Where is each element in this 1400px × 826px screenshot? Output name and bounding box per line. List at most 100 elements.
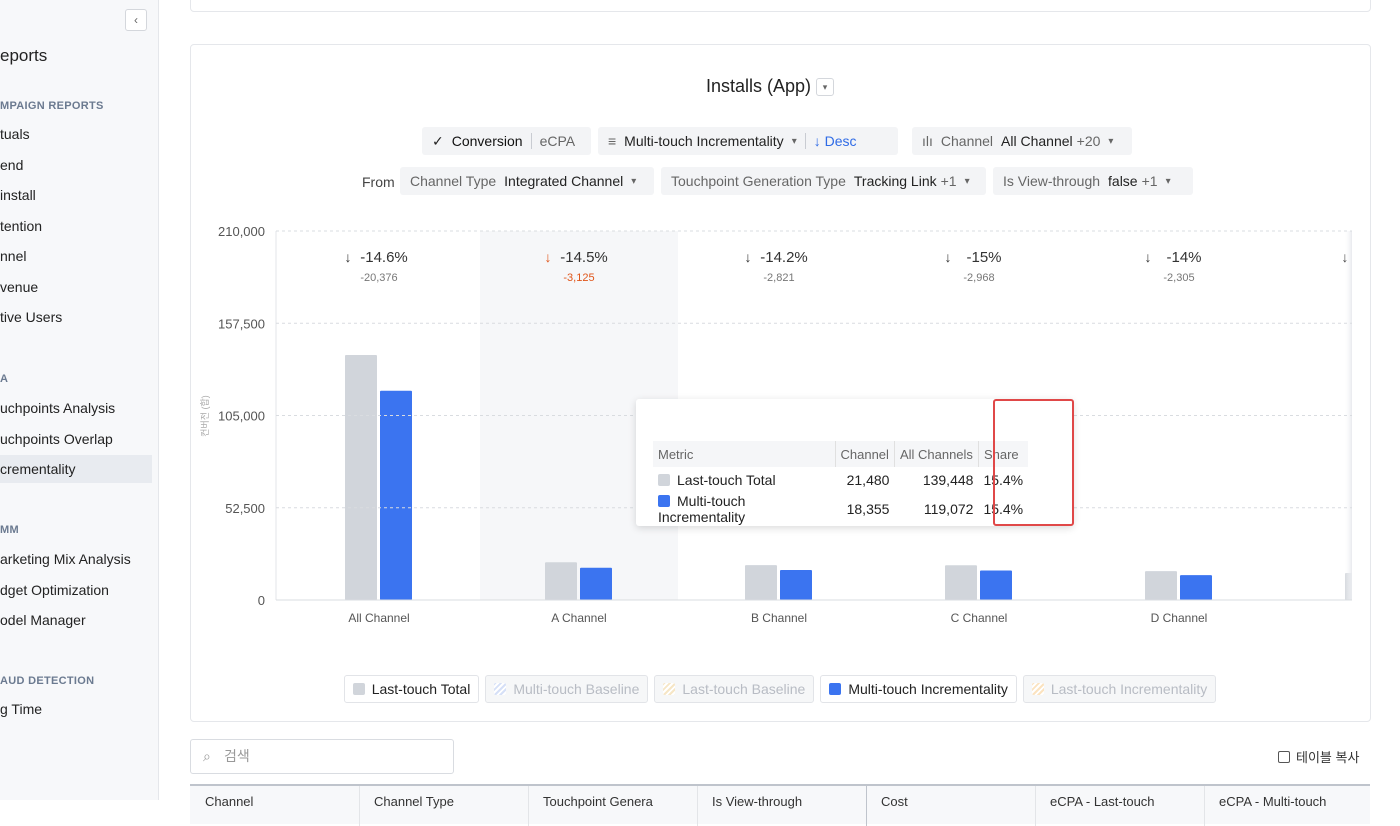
x-tick-label: D Channel: [1151, 611, 1208, 625]
legend-label: Last-touch Total: [371, 681, 471, 697]
copy-text: 테이블 복사: [1296, 750, 1360, 765]
y-tick-label: 105,000: [218, 409, 265, 424]
copy-table[interactable]: 테이블 복사: [1278, 747, 1359, 766]
legend-swatch: [352, 683, 365, 695]
tooltip-value: 119,072: [923, 501, 974, 517]
delta-arrow: ↓: [945, 249, 952, 265]
legend-item[interactable]: Last-touch Incrementality: [1022, 675, 1217, 703]
legend-swatch: [829, 683, 842, 695]
bar: [745, 565, 777, 600]
search-box[interactable]: ⌕ 검색: [190, 739, 454, 774]
bar: [1145, 571, 1177, 600]
legend-item[interactable]: Multi-touch Baseline: [485, 675, 649, 703]
chart-card: [190, 44, 1371, 722]
order[interactable]: ↓ Desc: [813, 133, 857, 149]
legend-label: Last-touch Incrementality: [1050, 681, 1208, 697]
delta-arrow: ↓: [545, 249, 552, 265]
group-value: All Channel: [1001, 133, 1073, 149]
delta-percent: -14.6%: [360, 249, 408, 266]
nav-item[interactable]: install: [0, 187, 36, 203]
nav-item[interactable]: end: [0, 156, 24, 173]
legend-swatch: [494, 683, 507, 695]
column-divider: [1204, 786, 1205, 826]
delta-percent: -15%: [966, 249, 1001, 266]
filter-label: Is View-through: [1003, 173, 1101, 189]
delta-value: -3,125: [563, 272, 594, 284]
column-header[interactable]: Cost: [881, 794, 908, 809]
nav-item[interactable]: arketing Mix Analysis: [0, 551, 131, 567]
bar: [1180, 575, 1212, 600]
column-header[interactable]: eCPA - Last-touch: [1050, 794, 1155, 809]
filter-1[interactable]: Channel Type Integrated Channel ▾: [400, 167, 654, 195]
nav-item[interactable]: uchpoints Overlap: [0, 430, 113, 447]
tooltip-value: 139,448: [922, 472, 974, 488]
nav-item[interactable]: tention: [0, 217, 43, 234]
delta-percent: -14%: [1166, 249, 1201, 266]
column-divider: [359, 786, 360, 826]
metric: Conversion: [451, 133, 523, 149]
delta-value: -2,305: [1163, 272, 1194, 284]
tooltip-row: Last-touch Total 21,480 139,448 15.4%: [653, 467, 1028, 493]
delta-arrow: ↓: [345, 249, 352, 265]
tooltip-header: Channel: [834, 441, 895, 467]
search-placeholder: 검색: [224, 748, 250, 764]
nav-item[interactable]: g Time: [0, 701, 43, 717]
column-header[interactable]: Channel: [205, 794, 254, 809]
metric-pill[interactable]: ✓ Conversion eCPA: [422, 127, 591, 155]
legend-item[interactable]: Last-touch Total: [343, 675, 480, 703]
delta-percent: -14.2%: [760, 249, 808, 266]
tooltip-value: 18,355: [846, 501, 890, 517]
x-tick-label: All Channel: [348, 611, 409, 625]
sort-pill[interactable]: ≡ Multi-touch Incrementality ▾ ↓ Desc: [598, 127, 898, 155]
nav-item[interactable]: nnel: [0, 248, 27, 264]
y-tick-label: 52,500: [225, 501, 265, 516]
nav-item[interactable]: dget Optimization: [0, 581, 109, 598]
group-pill[interactable]: ılı Channel All Channel +20 ▾: [912, 127, 1132, 155]
nav-item[interactable]: uchpoints Analysis: [0, 400, 116, 416]
bar: [545, 562, 577, 600]
nav-item[interactable]: venue: [0, 278, 39, 295]
filter-label: Touchpoint Generation Type: [671, 173, 846, 189]
group-icon: ılı: [922, 133, 933, 149]
metric-alt[interactable]: eCPA: [539, 133, 576, 149]
legend-item[interactable]: Multi-touch Incrementality: [820, 675, 1017, 703]
tooltip-cell: 18,355: [835, 493, 894, 525]
tooltip-cell: 21,480: [835, 467, 894, 493]
delta-arrow: ↓: [1145, 249, 1152, 265]
sidebar-title: eports: [0, 46, 48, 65]
column-header[interactable]: Touchpoint Genera: [543, 794, 653, 809]
filter-3[interactable]: Is View-through false +1 ▾: [993, 167, 1193, 195]
column-divider: [866, 786, 867, 826]
x-tick-label: B Channel: [751, 611, 807, 625]
legend-label: Last-touch Baseline: [682, 681, 806, 697]
group-more: +20: [1076, 133, 1101, 149]
legend-item[interactable]: Last-touch Baseline: [654, 675, 815, 703]
table-header: Channel Channel Type Touchpoint Genera Is V…: [190, 784, 1370, 826]
section-header: MPAIGN REPORTS: [0, 100, 104, 112]
delta-value: -20,376: [360, 272, 397, 284]
top-card: [190, 0, 1371, 12]
bar: [580, 567, 612, 600]
bar: [380, 390, 412, 600]
column-header[interactable]: eCPA - Multi-touch: [1219, 794, 1327, 809]
nav-item[interactable]: crementality: [0, 455, 152, 483]
nav-item[interactable]: tuals: [0, 126, 30, 142]
y-axis-label: 컨버전 (합): [200, 395, 210, 437]
tooltip-cell: Multi-touch Incrementality: [653, 493, 835, 525]
collapse-button[interactable]: ‹: [125, 9, 147, 31]
tooltip-value: Multi-touch Incrementality: [658, 493, 746, 525]
nav-item[interactable]: tive Users: [0, 309, 63, 325]
tooltip-header: Share: [977, 441, 1029, 467]
sidebar: ‹ eports MPAIGN REPORTS tuals end install ten…: [0, 0, 159, 800]
filter-2[interactable]: Touchpoint Generation Type Tracking Link +…: [661, 167, 986, 195]
title-dropdown[interactable]: ▾: [816, 78, 835, 96]
tooltip-header: All Channels: [893, 441, 979, 467]
column-header[interactable]: Channel Type: [374, 794, 454, 809]
filter-value: Integrated Channel: [504, 173, 624, 189]
tooltip-value: 21,480: [846, 472, 890, 488]
tooltip-swatch: [658, 474, 670, 486]
right-fade: [1344, 231, 1352, 600]
column-header[interactable]: Is View-through: [712, 794, 803, 809]
nav-item[interactable]: odel Manager: [0, 612, 86, 628]
legend: Last-touch Total Multi-touch Baseline Last…: [190, 675, 1370, 703]
